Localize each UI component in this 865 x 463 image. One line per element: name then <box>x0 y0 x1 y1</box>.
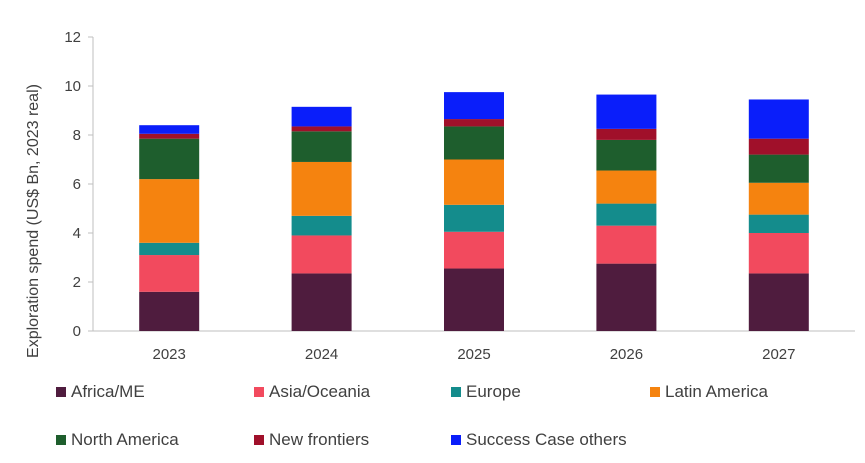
bar-segment <box>748 154 809 183</box>
bar-segment <box>291 161 352 216</box>
x-tick-label: 2026 <box>610 346 643 363</box>
bar-segment <box>139 125 200 134</box>
bar-segment <box>139 133 200 139</box>
bar-segment <box>596 128 657 140</box>
bar-segment <box>291 215 352 236</box>
bar-segment <box>596 225 657 264</box>
tick-labels: 0 2 4 6 8 10 12 2023 2024 2025 2026 2027 <box>64 29 795 363</box>
bar-segment <box>291 131 352 162</box>
y-tick-label: 8 <box>73 127 81 144</box>
bar-segment <box>291 126 352 132</box>
y-tick-label: 12 <box>64 29 81 46</box>
bar-segment <box>748 138 809 155</box>
bar-segment <box>748 273 809 331</box>
bar-segment <box>596 170 657 204</box>
bar-segment <box>139 179 200 243</box>
bar-segment <box>596 139 657 171</box>
bar-segment <box>596 94 657 129</box>
y-tick-label: 0 <box>73 323 81 340</box>
bar-segment <box>139 138 200 180</box>
bar-segment <box>444 159 504 205</box>
bar-segment <box>748 233 809 274</box>
x-tick-label: 2027 <box>762 346 795 363</box>
x-tick-label: 2024 <box>305 346 338 363</box>
y-tick-label: 2 <box>73 274 81 291</box>
bar-segment <box>139 242 200 256</box>
bar-segment <box>444 119 504 127</box>
y-tick-label: 4 <box>73 225 81 242</box>
bar-segment <box>291 106 352 127</box>
bar-segment <box>139 255 200 292</box>
x-tick-label: 2023 <box>153 346 186 363</box>
bar-segment <box>748 214 809 233</box>
bar-segment <box>748 99 809 139</box>
bar-segment <box>748 182 809 215</box>
bar-segment <box>444 92 504 120</box>
bar-segment <box>596 203 657 226</box>
bar-segment <box>139 291 200 331</box>
bar-segment <box>444 204 504 232</box>
bar-segment <box>291 235 352 274</box>
bars <box>139 92 809 331</box>
y-tick-label: 10 <box>64 78 81 95</box>
bar-segment <box>444 126 504 160</box>
y-tick-label: 6 <box>73 176 81 193</box>
bar-segment <box>291 273 352 331</box>
y-axis-label: Exploration spend (US$ Bn, 2023 real) <box>25 84 42 358</box>
x-tick-label: 2025 <box>457 346 490 363</box>
bar-segment <box>596 263 657 331</box>
bar-segment <box>444 231 504 269</box>
bar-segment <box>444 268 504 331</box>
